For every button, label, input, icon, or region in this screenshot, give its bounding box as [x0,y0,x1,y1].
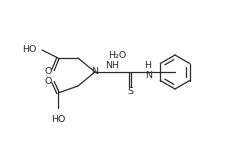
Text: O: O [44,77,52,86]
Text: HO: HO [51,116,65,125]
Text: H: H [144,61,152,70]
Text: S: S [127,87,133,97]
Text: O: O [44,67,52,76]
Text: HO: HO [22,46,36,55]
Text: N: N [145,71,152,80]
Text: N: N [92,68,98,77]
Text: NH: NH [105,61,119,70]
Text: H₂O: H₂O [108,50,126,59]
